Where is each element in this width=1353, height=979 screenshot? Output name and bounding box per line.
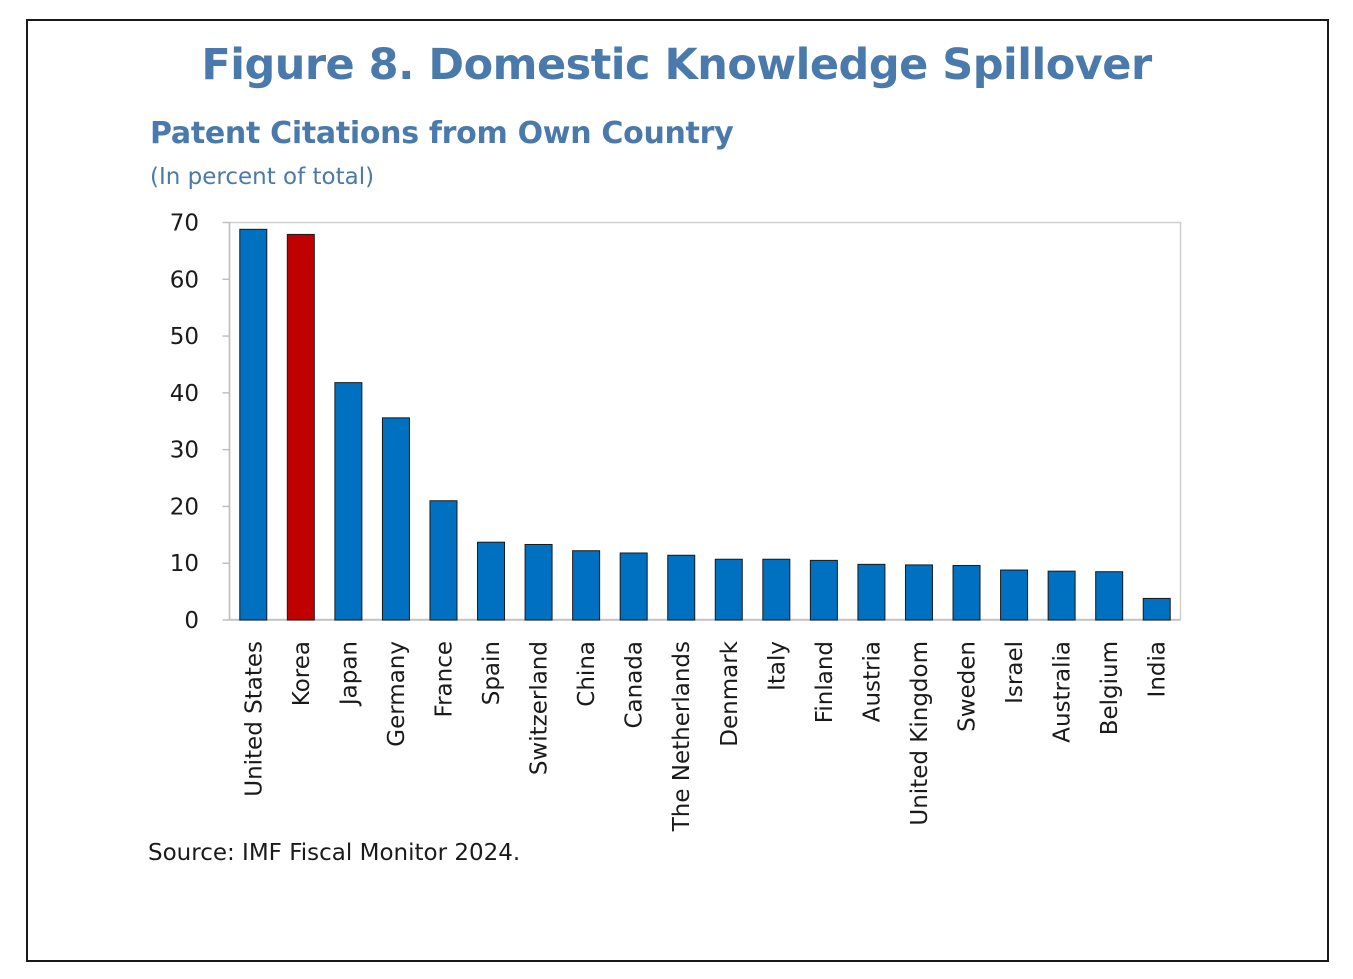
figure-title: Figure 8. Domestic Knowledge Spillover	[201, 40, 1152, 90]
x-category-label: Belgium	[1097, 641, 1123, 735]
y-tick-label: 0	[184, 608, 199, 634]
bar-israel	[1000, 569, 1029, 621]
x-category-label: Canada	[622, 641, 648, 729]
plot-area-frame	[228, 221, 1182, 621]
bar-china	[572, 550, 601, 621]
x-category-label: Sweden	[955, 641, 981, 732]
bar-japan	[334, 382, 363, 621]
x-category-label: Australia	[1050, 641, 1076, 743]
bar-sweden	[952, 564, 981, 621]
bar-spain	[477, 541, 506, 621]
x-category-label: India	[1145, 641, 1171, 697]
x-category-label: Korea	[289, 641, 315, 706]
y-tick-label: 50	[170, 324, 199, 350]
bar-united-kingdom	[904, 564, 933, 621]
bar-united-states	[239, 228, 268, 621]
x-category-label: United Kingdom	[907, 641, 933, 826]
y-axis-ticks: 0 10 20 30 40 50 60 70	[170, 211, 230, 634]
y-tick-label: 10	[170, 551, 199, 577]
bars-group	[239, 228, 1171, 621]
x-category-label: Denmark	[717, 640, 743, 746]
bar-france	[429, 500, 458, 621]
bar-the-netherlands	[667, 554, 696, 621]
y-tick-label: 70	[170, 211, 199, 237]
y-tick-label: 20	[170, 494, 199, 520]
bar-finland	[809, 559, 838, 621]
x-category-label: The Netherlands	[669, 641, 695, 832]
bar-belgium	[1095, 571, 1124, 621]
source-note: Source: IMF Fiscal Monitor 2024.	[148, 840, 521, 866]
x-category-label: China	[574, 641, 600, 707]
bar-india	[1142, 597, 1171, 621]
bar-australia	[1047, 570, 1076, 621]
bar-canada	[619, 552, 648, 621]
bar-austria	[857, 563, 886, 621]
bar-denmark	[714, 558, 743, 621]
bar-korea	[286, 233, 315, 621]
y-tick-label: 30	[170, 438, 199, 464]
x-category-label: Japan	[336, 641, 362, 707]
x-category-label: Switzerland	[527, 641, 553, 775]
x-axis-labels: United States Korea Japan Germany France Spai…	[241, 640, 1170, 832]
y-tick-label: 40	[170, 381, 199, 407]
x-category-label: France	[431, 641, 457, 717]
chart-title: Patent Citations from Own Country	[150, 116, 734, 151]
x-category-label: Germany	[384, 641, 410, 747]
bar-germany	[381, 417, 410, 621]
bar-italy	[762, 558, 791, 621]
chart-subtitle: (In percent of total)	[150, 164, 375, 190]
x-category-label: Finland	[812, 641, 838, 723]
x-category-label: Italy	[764, 641, 790, 691]
bar-switzerland	[524, 543, 553, 621]
x-category-label: Austria	[859, 641, 885, 722]
y-tick-label: 60	[170, 267, 199, 293]
x-category-label: United States	[241, 641, 267, 797]
x-category-label: Spain	[479, 641, 505, 705]
x-category-label: Israel	[1002, 641, 1028, 704]
